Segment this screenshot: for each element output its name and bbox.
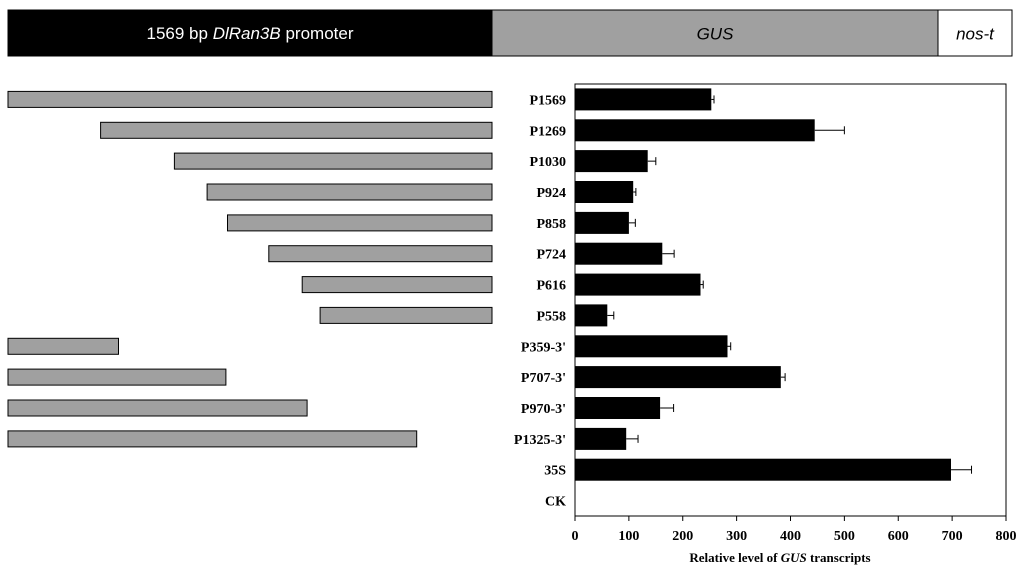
deletion-fragments [7, 90, 493, 448]
terminator-block [937, 9, 1013, 57]
x-tick-label: 400 [780, 529, 801, 544]
fragment-bar [319, 306, 493, 324]
error-bar [626, 434, 639, 443]
category-label: P1269 [529, 124, 566, 139]
fragment-bar [7, 430, 418, 448]
error-bars [607, 95, 973, 474]
category-label: P1569 [529, 93, 566, 108]
error-bar [607, 311, 615, 320]
fragment-bar [301, 276, 493, 294]
promoter-gene-name: DlRan3B [213, 24, 281, 43]
data-bar [575, 273, 701, 296]
construct-diagram: 1569 bp DlRan3B promoter GUS nos-t [7, 9, 1013, 57]
data-bar [575, 242, 663, 265]
error-bar [628, 218, 636, 227]
fragment-bar [7, 368, 227, 386]
error-bar [647, 157, 657, 166]
error-bar [633, 188, 637, 196]
category-label: P359-3' [521, 340, 566, 355]
category-label: P858 [536, 217, 566, 232]
promoter-label: 1569 bp DlRan3B promoter [147, 24, 354, 43]
x-axis-ticks: 0 100 200 300 400 500 600 700 800 [572, 516, 1017, 544]
x-tick-label: 200 [672, 529, 693, 544]
category-label: 35S [544, 464, 566, 479]
x-tick-label: 300 [726, 529, 747, 544]
x-axis-title: Relative level of GUS transcripts [689, 550, 870, 565]
x-tick-label: 700 [942, 529, 963, 544]
reporter-block [491, 9, 939, 57]
promoter-block [7, 9, 493, 57]
data-bar [575, 458, 951, 481]
error-bar [780, 373, 786, 382]
x-tick-label: 0 [572, 529, 579, 544]
data-bar [575, 397, 661, 419]
data-bar [575, 181, 634, 203]
promoter-label-prefix: 1569 bp [147, 24, 213, 43]
category-label: P1325-3' [514, 433, 566, 448]
reporter-label: GUS [697, 24, 735, 43]
category-label: P707-3' [521, 371, 566, 386]
category-label: P558 [536, 309, 566, 324]
data-bar [575, 335, 728, 358]
error-bar [662, 249, 675, 258]
fragment-bar [206, 183, 493, 201]
error-bar [727, 342, 732, 351]
data-bar [575, 211, 629, 234]
data-bar [575, 150, 648, 173]
x-tick-label: 500 [834, 529, 855, 544]
x-axis-title-prefix: Relative level of [689, 550, 780, 565]
fragment-bar [7, 337, 119, 355]
error-bar [951, 465, 973, 474]
category-label: P616 [536, 279, 566, 294]
x-axis-title-suffix: transcripts [807, 550, 871, 565]
bar-series [575, 88, 951, 481]
category-label: CK [545, 495, 566, 510]
fragment-bar [7, 90, 493, 108]
error-bar [814, 126, 845, 135]
data-bar [575, 427, 627, 450]
data-bar [575, 88, 712, 111]
error-bar [660, 404, 675, 412]
fragment-bar [173, 152, 493, 170]
x-tick-label: 100 [618, 529, 639, 544]
fragment-bar [227, 214, 493, 232]
data-bar [575, 119, 815, 142]
x-tick-label: 800 [996, 529, 1017, 544]
data-bar [575, 366, 781, 389]
data-bar [575, 304, 608, 327]
fragment-bar [7, 399, 308, 417]
category-labels: P1569 P1269 P1030 P924 P858 P724 P616 P558 P359-… [514, 93, 566, 509]
plot-area [574, 83, 1007, 517]
category-label: P970-3' [521, 402, 566, 417]
fragment-bar [100, 121, 493, 139]
category-label: P924 [536, 186, 566, 201]
x-tick-label: 600 [888, 529, 909, 544]
error-bar [711, 95, 715, 104]
category-label: P724 [536, 248, 566, 263]
bar-chart: 0 100 200 300 400 500 600 700 800 Relative level… [572, 83, 1017, 565]
promoter-label-suffix: promoter [281, 24, 354, 43]
error-bar [700, 280, 704, 289]
fragment-bar [268, 245, 493, 263]
x-axis-title-gene: GUS [781, 550, 807, 565]
terminator-label: nos-t [956, 24, 995, 43]
category-label: P1030 [529, 155, 566, 170]
